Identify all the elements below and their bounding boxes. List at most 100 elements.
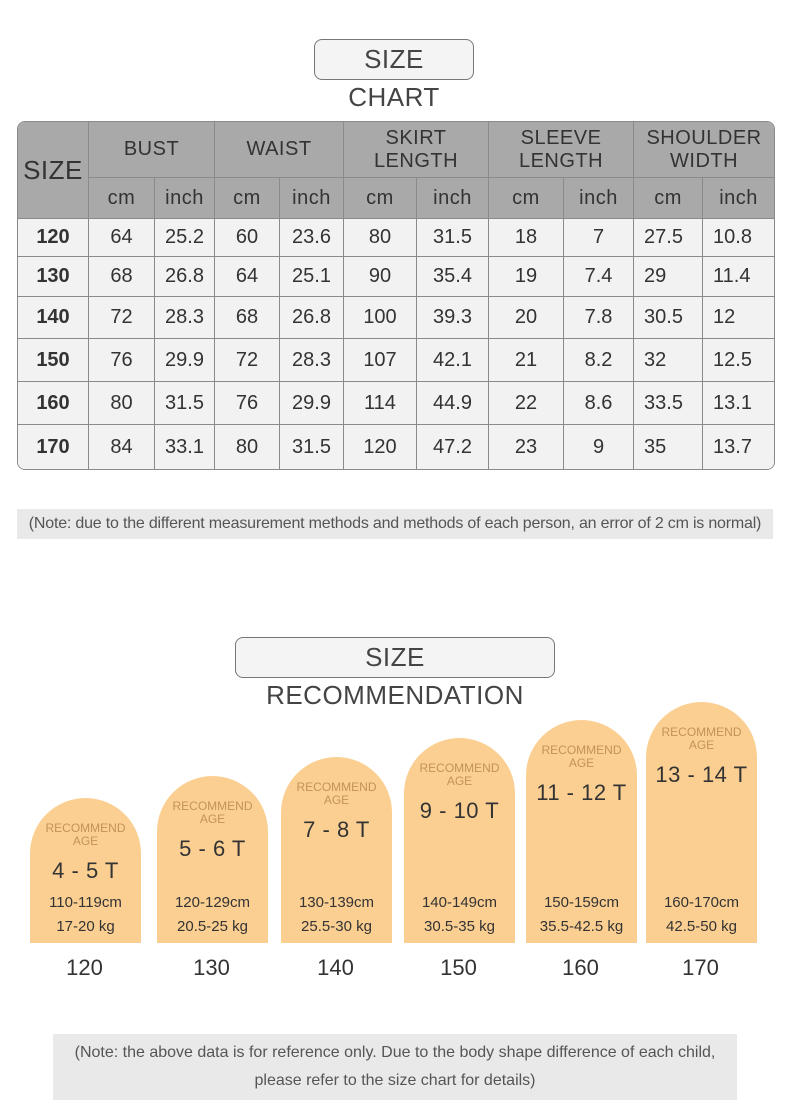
- inch-value-cell: 9: [564, 425, 635, 469]
- weight-range: 25.5-30 kg: [301, 918, 372, 935]
- inch-value-cell: 8.2: [564, 339, 635, 382]
- card-size-label: 150: [440, 955, 477, 980]
- inch-value-cell: 10.8: [703, 219, 775, 257]
- size-cell: 130: [18, 257, 89, 297]
- inch-value-cell: 13.7: [703, 425, 775, 469]
- age-label: AGE: [72, 834, 99, 848]
- weight-range: 42.5-50 kg: [666, 918, 737, 935]
- card-size-label: 140: [317, 955, 354, 980]
- size-cell: 120: [18, 219, 89, 257]
- age-range: 9 - 10 T: [419, 798, 500, 823]
- inch-value-cell: 31.5: [155, 382, 215, 425]
- age-label: AGE: [323, 793, 350, 807]
- measurement-note: (Note: due to the different measurement …: [17, 509, 773, 539]
- height-range: 160-170cm: [663, 894, 740, 911]
- unit-cm-header: cm: [344, 178, 417, 219]
- skirt-length-header: SKIRT LENGTH: [344, 122, 490, 178]
- size-column-header: SIZE: [18, 122, 89, 219]
- card-size-label: 120: [66, 955, 103, 980]
- age-range: 11 - 12 T: [536, 780, 627, 805]
- inch-value-cell: 25.2: [155, 219, 215, 257]
- recommend-label: RECOMMEND: [541, 743, 622, 757]
- cm-value-cell: 19: [489, 257, 565, 297]
- reference-note: (Note: the above data is for reference o…: [53, 1034, 737, 1100]
- reference-note-line-2: please refer to the size chart for detai…: [254, 1072, 536, 1089]
- inch-value-cell: 25.1: [280, 257, 344, 297]
- cm-value-cell: 80: [344, 219, 417, 257]
- inch-value-cell: 28.3: [155, 297, 215, 339]
- age-range: 13 - 14 T: [655, 762, 748, 787]
- size-cell: 160: [18, 382, 89, 425]
- inch-value-cell: 47.2: [417, 425, 490, 469]
- table-row: 150 76 29.9 72 28.3 107 42.1 21 8.2 32 12.5: [18, 339, 775, 382]
- inch-value-cell: 29.9: [155, 339, 215, 382]
- cm-value-cell: 120: [344, 425, 417, 469]
- cm-value-cell: 114: [344, 382, 417, 425]
- weight-range: 17-20 kg: [56, 918, 115, 935]
- inch-value-cell: 44.9: [417, 382, 490, 425]
- inch-value-cell: 12: [703, 297, 775, 339]
- sleeve-length-header: SLEEVE LENGTH: [489, 122, 635, 178]
- inch-value-cell: 33.1: [155, 425, 215, 469]
- shoulder-width-header: SHOULDER WIDTH: [634, 122, 775, 178]
- cm-value-cell: 80: [215, 425, 280, 469]
- inch-value-cell: 31.5: [280, 425, 344, 469]
- cm-value-cell: 23: [489, 425, 565, 469]
- cm-value-cell: 35: [634, 425, 704, 469]
- height-range: 130-139cm: [298, 894, 375, 911]
- inch-value-cell: 12.5: [703, 339, 775, 382]
- size-cell: 150: [18, 339, 89, 382]
- age-range: 7 - 8 T: [303, 817, 370, 842]
- cm-value-cell: 29: [634, 257, 704, 297]
- reference-note-line-1: (Note: the above data is for reference o…: [74, 1044, 716, 1061]
- cm-value-cell: 84: [89, 425, 155, 469]
- unit-inch-header: inch: [417, 178, 490, 219]
- cm-value-cell: 68: [215, 297, 280, 339]
- size-table-body: 120 64 25.2 60 23.6 80 31.5 18 7 27.5 10.8 130 68 26.…: [18, 219, 775, 469]
- age-label: AGE: [688, 738, 715, 752]
- inch-value-cell: 35.4: [417, 257, 490, 297]
- recommendation-card: RECOMMEND AGE 5 - 6 T 120-129cm 20.5-25 kg: [157, 776, 268, 943]
- age-range: 4 - 5 T: [52, 858, 119, 883]
- cm-value-cell: 27.5: [634, 219, 704, 257]
- age-label: AGE: [446, 774, 473, 788]
- cm-value-cell: 22: [489, 382, 565, 425]
- cm-value-cell: 64: [89, 219, 155, 257]
- recommend-label: RECOMMEND: [45, 821, 126, 835]
- cm-value-cell: 107: [344, 339, 417, 382]
- cm-value-cell: 80: [89, 382, 155, 425]
- size-recommendation-title: SIZE RECOMMENDATION: [235, 637, 555, 710]
- cm-value-cell: 60: [215, 219, 280, 257]
- cm-value-cell: 18: [489, 219, 565, 257]
- recommendation-card: RECOMMEND AGE 11 - 12 T 150-159cm 35.5-42.5 …: [526, 720, 637, 943]
- recommendation-card: RECOMMEND AGE 7 - 8 T 130-139cm 25.5-30 kg: [281, 757, 392, 943]
- cm-value-cell: 20: [489, 297, 565, 339]
- unit-cm-header: cm: [89, 178, 155, 219]
- cm-value-cell: 100: [344, 297, 417, 339]
- inch-value-cell: 7: [564, 219, 635, 257]
- inch-value-cell: 31.5: [417, 219, 490, 257]
- size-cell: 140: [18, 297, 89, 339]
- height-range: 150-159cm: [543, 894, 620, 911]
- recommend-label: RECOMMEND: [172, 799, 253, 813]
- table-row: 170 84 33.1 80 31.5 120 47.2 23 9 35 13.7: [18, 425, 775, 469]
- size-cell: 170: [18, 425, 89, 469]
- weight-range: 35.5-42.5 kg: [539, 918, 624, 935]
- table-row: 140 72 28.3 68 26.8 100 39.3 20 7.8 30.5 12: [18, 297, 775, 339]
- cm-value-cell: 76: [215, 382, 280, 425]
- inch-value-cell: 26.8: [280, 297, 344, 339]
- inch-value-cell: 13.1: [703, 382, 775, 425]
- recommendation-card: RECOMMEND AGE 4 - 5 T 110-119cm 17-20 kg: [30, 798, 141, 943]
- age-label: AGE: [199, 812, 226, 826]
- weight-range: 20.5-25 kg: [177, 918, 248, 935]
- unit-cm-header: cm: [215, 178, 280, 219]
- inch-value-cell: 29.9: [280, 382, 344, 425]
- inch-value-cell: 26.8: [155, 257, 215, 297]
- table-row: 120 64 25.2 60 23.6 80 31.5 18 7 27.5 10.8: [18, 219, 775, 257]
- inch-value-cell: 42.1: [417, 339, 490, 382]
- recommend-label: RECOMMEND: [296, 780, 377, 794]
- unit-cm-header: cm: [634, 178, 704, 219]
- recommendation-card: RECOMMEND AGE 13 - 14 T 160-170cm 42.5-50 kg: [646, 702, 757, 943]
- inch-value-cell: 28.3: [280, 339, 344, 382]
- unit-inch-header: inch: [564, 178, 635, 219]
